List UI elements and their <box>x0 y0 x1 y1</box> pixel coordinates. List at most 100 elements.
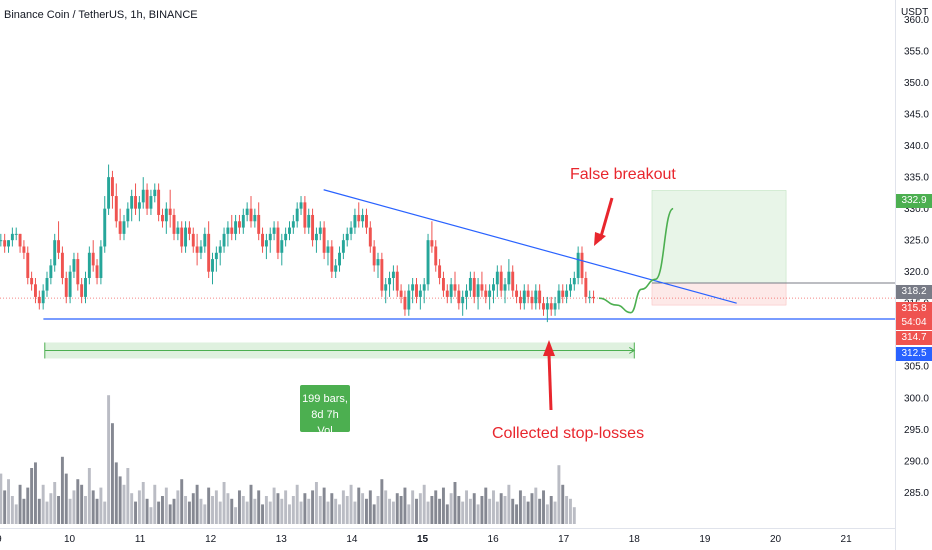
volume-bar <box>3 490 7 524</box>
candle-body <box>245 208 249 215</box>
volume-bar <box>145 498 149 524</box>
candle-body <box>565 290 569 297</box>
candle-body <box>492 284 495 291</box>
candle-body <box>114 196 118 222</box>
stop-losses-annotation: Collected stop-losses <box>492 425 645 442</box>
x-tick-label: 16 <box>488 534 500 545</box>
volume-bar <box>453 482 457 524</box>
current-price-label: 315.8 54:04 <box>896 302 932 330</box>
volume-bar <box>388 498 392 524</box>
volume-bar <box>249 484 253 524</box>
volume-bar <box>434 490 438 524</box>
candle-body <box>134 196 137 209</box>
candle-body <box>126 208 130 222</box>
candle-body <box>338 252 341 266</box>
volume-bar <box>399 496 403 524</box>
candle-body <box>161 214 164 222</box>
candle-body <box>572 277 576 285</box>
candle-body <box>164 208 168 222</box>
volume-bar <box>511 498 515 524</box>
volume-bar <box>41 484 45 524</box>
volume-bar <box>57 496 61 524</box>
currency-label: USDT <box>901 7 929 18</box>
volume-bar <box>110 423 114 524</box>
volume-bar <box>91 490 95 524</box>
candle-body <box>237 221 241 228</box>
volume-bar <box>30 468 34 524</box>
x-tick-label: 10 <box>64 534 76 545</box>
volume-bar <box>422 484 426 524</box>
candle-body <box>222 233 226 247</box>
candle-body <box>268 233 272 241</box>
candle-body <box>538 290 542 304</box>
x-tick-label: 20 <box>770 534 782 545</box>
candle-body <box>592 296 596 299</box>
volume-bar <box>345 496 349 524</box>
candle-body <box>322 227 326 253</box>
candle-body <box>465 290 468 297</box>
candle-body <box>542 303 545 310</box>
candle-body <box>191 233 195 247</box>
candle-body <box>353 214 357 228</box>
candle-body <box>95 265 99 278</box>
y-tick-label: 290.0 <box>904 456 929 467</box>
candle-body <box>307 214 311 228</box>
candle-body <box>187 227 191 234</box>
volume-bar <box>164 487 168 524</box>
symbol-title[interactable]: Binance Coin / TetherUS, 1h, BINANCE <box>4 9 198 21</box>
descending-trendline <box>323 189 737 304</box>
y-tick-label: 330.0 <box>904 204 929 215</box>
candle-body <box>3 240 7 247</box>
candle-body <box>484 290 488 297</box>
volume-bar <box>222 482 226 524</box>
volume-bar <box>18 484 22 524</box>
candle-body <box>203 233 207 247</box>
volume-bar <box>76 479 80 524</box>
candle-body <box>553 303 557 310</box>
volume-bar <box>465 490 468 524</box>
volume-bar <box>99 487 103 524</box>
candle-body <box>330 246 334 272</box>
volume-bar <box>130 493 134 524</box>
candle-body <box>10 233 14 241</box>
candle-body <box>445 290 449 297</box>
volume-bar <box>272 487 276 524</box>
volume-bar <box>22 498 26 524</box>
volume-bar <box>415 498 418 524</box>
volume-bar <box>480 496 484 524</box>
volume-bar <box>468 498 472 524</box>
candle-body <box>64 277 68 297</box>
volume-bar <box>245 501 249 524</box>
candle-body <box>388 277 392 285</box>
volume-bar <box>368 490 372 524</box>
target-price-label: 332.9 <box>896 194 932 208</box>
y-tick-label: 355.0 <box>904 47 929 58</box>
candle-body <box>399 290 403 297</box>
volume-bar <box>318 496 322 524</box>
volume-bar <box>284 490 288 524</box>
volume-bar <box>218 501 222 524</box>
volume-bar <box>141 482 145 524</box>
candle-body <box>26 252 30 278</box>
candle-body <box>403 296 407 310</box>
y-tick-label: 360.0 <box>904 15 929 26</box>
candle-body <box>341 240 345 253</box>
volume-bar <box>261 504 265 524</box>
bars-count: 199 bars, 8d 7h <box>302 393 348 421</box>
volume-bar <box>230 498 234 524</box>
candle-body <box>376 259 380 266</box>
candle-body <box>311 214 315 241</box>
y-tick-label: 285.0 <box>904 488 929 499</box>
volume-bar <box>191 493 195 524</box>
volume-bar <box>515 504 519 524</box>
candle-body <box>576 252 580 278</box>
volume-bar <box>64 473 68 524</box>
volume-bar <box>572 507 576 524</box>
volume-bar <box>80 484 84 524</box>
false-breakout-annotation: False breakout <box>570 166 676 183</box>
candle-body <box>334 265 338 272</box>
candle-body <box>518 296 522 304</box>
volume-bar <box>180 479 184 524</box>
candle-body <box>0 240 3 242</box>
